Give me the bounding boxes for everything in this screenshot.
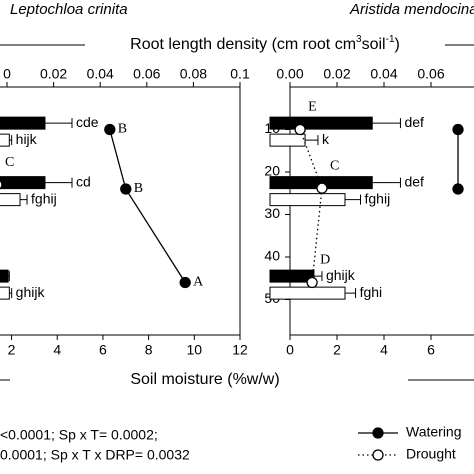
x-tick-label: 6 [99,342,107,358]
label-sup: -1 [386,34,395,45]
bar-letter: hijk [16,131,38,147]
marker [452,123,464,136]
y-tick-label: 40 [264,248,280,264]
bar-letter: ghijk [16,284,46,300]
x-bottom-label: Soil moisture (%w/w) [130,371,279,388]
x2-tick-label: 0.04 [87,66,114,82]
x-tick-label: 8 [145,342,153,358]
bar [269,269,315,283]
x2-tick-label: 0.02 [40,66,67,82]
x-tick-label: 2 [333,342,341,358]
bar [269,286,346,300]
panel-title: Aristida mendocina [349,1,474,18]
bar-letter: def [404,114,424,130]
marker [104,123,116,136]
marker [179,276,191,289]
x2-tick-label: 0.06 [417,66,444,82]
bar-letter: cde [76,114,99,130]
label-part: ) [395,36,400,53]
x2-tick-label: 0 [3,66,11,82]
marker [452,183,464,195]
legend-label: Watering [406,424,462,440]
bar [0,116,46,130]
x-tick-label: 12 [232,342,248,358]
x2-tick-label: 0.02 [323,66,350,82]
x-tick-label: 10 [187,342,203,358]
bar [269,193,346,207]
label-part: soil [362,36,386,53]
x2-tick-label: 0.1 [230,66,250,82]
x2-tick-label: 0.06 [133,66,160,82]
profile-line [109,129,186,283]
x-top-label: Root length density (cm root cm3soil-1) [130,34,400,54]
bar-letter: fghi [360,284,383,300]
label-part: Root length density (cm root cm [130,36,356,53]
bar [0,133,10,147]
bar-letter: ghijk [326,267,356,283]
x-tick-label: 6 [427,342,435,358]
x2-tick-label: 0.00 [276,66,303,82]
marker [120,183,132,195]
bar [0,176,46,190]
y-tick-label: 20 [264,163,280,179]
bar [269,133,306,147]
bar-letter: def [404,173,424,189]
marker [306,276,318,289]
legend-marker [372,427,384,439]
marker [0,179,3,190]
stats-line: <0.0001; Sp x T= 0.0002; [0,427,158,443]
plot-frame [0,86,241,336]
bar-letter: cd [76,173,91,189]
x-tick-label: 4 [380,342,388,358]
point-letter: C [5,155,14,170]
panel-title: Leptochloa crinita [10,1,128,18]
x2-tick-label: 0.04 [370,66,397,82]
point-letter: C [330,158,339,173]
x2-tick-label: 0.08 [180,66,207,82]
x-tick-label: 0 [286,342,294,358]
point-letter: B [118,122,127,137]
bar-letter: fghij [31,190,57,206]
legend-marker [372,449,384,461]
point-letter: D [320,253,330,268]
bar [0,286,10,300]
y-tick-label: 30 [264,205,280,221]
marker [316,182,328,194]
stats-line: 0.0001; Sp x T x DRP= 0.0032 [0,447,190,463]
x-tick-label: 4 [53,342,61,358]
point-letter: B [134,181,143,196]
bar [0,269,9,283]
legend-label: Drought [406,446,456,462]
bar [0,193,21,207]
marker [294,123,306,136]
bar [269,116,373,130]
label-sup: 3 [356,34,362,45]
bar-letter: fghij [365,190,391,206]
point-letter: A [193,275,204,290]
x-tick-label: 2 [8,342,16,358]
point-letter: E [308,100,317,115]
plot-frame [289,86,474,336]
bar-letter: k [322,131,330,147]
